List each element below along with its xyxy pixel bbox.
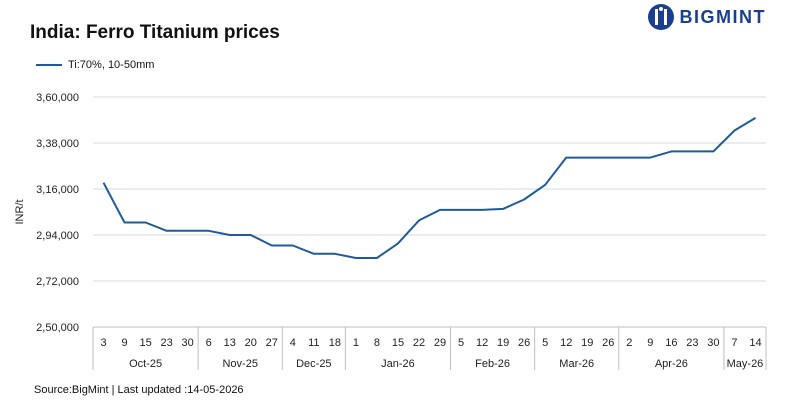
x-tick-label: 5	[542, 337, 548, 349]
month-label: Mar-26	[559, 358, 594, 370]
y-tick-label: 3,16,000	[36, 184, 79, 196]
x-tick-label: 19	[581, 337, 593, 349]
x-tick-label: 20	[245, 337, 257, 349]
month-label: Oct-25	[129, 358, 162, 370]
x-tick-label: 12	[476, 337, 488, 349]
month-label: Dec-25	[296, 358, 331, 370]
x-tick-label: 9	[647, 337, 653, 349]
x-tick-label: 13	[224, 337, 236, 349]
month-label: Apr-26	[655, 358, 688, 370]
x-tick-label: 6	[206, 337, 212, 349]
gridlines	[93, 96, 766, 282]
x-tick-label: 12	[560, 337, 572, 349]
month-label: Feb-26	[475, 358, 510, 370]
y-tick-label: 3,60,000	[36, 92, 79, 104]
x-tick-label: 3	[100, 337, 106, 349]
y-tick-label: 2,72,000	[36, 276, 79, 288]
x-tick-label: 23	[160, 337, 172, 349]
month-label: Nov-25	[222, 358, 257, 370]
legend: Ti:70%, 10-50mm	[36, 59, 154, 71]
chart-title: India: Ferro Titanium prices	[30, 22, 280, 43]
y-axis-label: INR/t	[14, 199, 26, 224]
x-tick-label: 26	[518, 337, 530, 349]
x-tick-label: 30	[182, 337, 194, 349]
x-tick-label: 27	[266, 337, 278, 349]
bigmint-logo-icon	[647, 4, 674, 30]
x-tick-label: 4	[290, 337, 296, 349]
x-tick-label: 22	[413, 337, 425, 349]
x-tick-label: 2	[626, 337, 632, 349]
month-label: Jan-26	[381, 358, 415, 370]
x-tick-label: 16	[665, 337, 677, 349]
y-tick-label: 2,50,000	[36, 322, 79, 334]
series-line	[102, 117, 757, 259]
x-tick-label: 1	[353, 337, 359, 349]
x-tick-label: 19	[497, 337, 509, 349]
legend-swatch	[36, 64, 62, 66]
x-tick-label: 5	[458, 337, 464, 349]
x-tick-label: 15	[392, 337, 404, 349]
x-axis: 3 9 15 23 30 6 13 20 27 4 11 18 1 8 15 22 29 5 12 19 26 5 12 19…	[92, 326, 767, 370]
brand-name: BIGMINT	[679, 6, 766, 27]
x-tick-label: 8	[374, 337, 380, 349]
x-tick-label: 26	[602, 337, 614, 349]
x-tick-label: 23	[686, 337, 698, 349]
y-tick-label: 3,38,000	[36, 138, 79, 150]
brand-logo: BIGMINT	[647, 4, 767, 30]
x-tick-label: 15	[139, 337, 151, 349]
x-tick-label: 9	[121, 337, 127, 349]
y-axis: 2,50,000 2,72,000 2,94,000 3,16,000 3,38,000…	[36, 92, 79, 334]
x-tick-label: 14	[749, 337, 761, 349]
series-layer	[102, 117, 757, 259]
x-tick-label: 11	[308, 337, 319, 349]
month-label: May-26	[727, 358, 764, 370]
x-tick-label: 29	[434, 337, 446, 349]
source-note: Source:BigMint | Last updated :14-05-202…	[34, 384, 244, 396]
y-tick-label: 2,94,000	[36, 230, 79, 242]
x-tick-label: 18	[329, 337, 341, 349]
x-tick-label: 30	[707, 337, 719, 349]
legend-label: Ti:70%, 10-50mm	[68, 59, 155, 71]
x-tick-label: 7	[731, 337, 737, 349]
